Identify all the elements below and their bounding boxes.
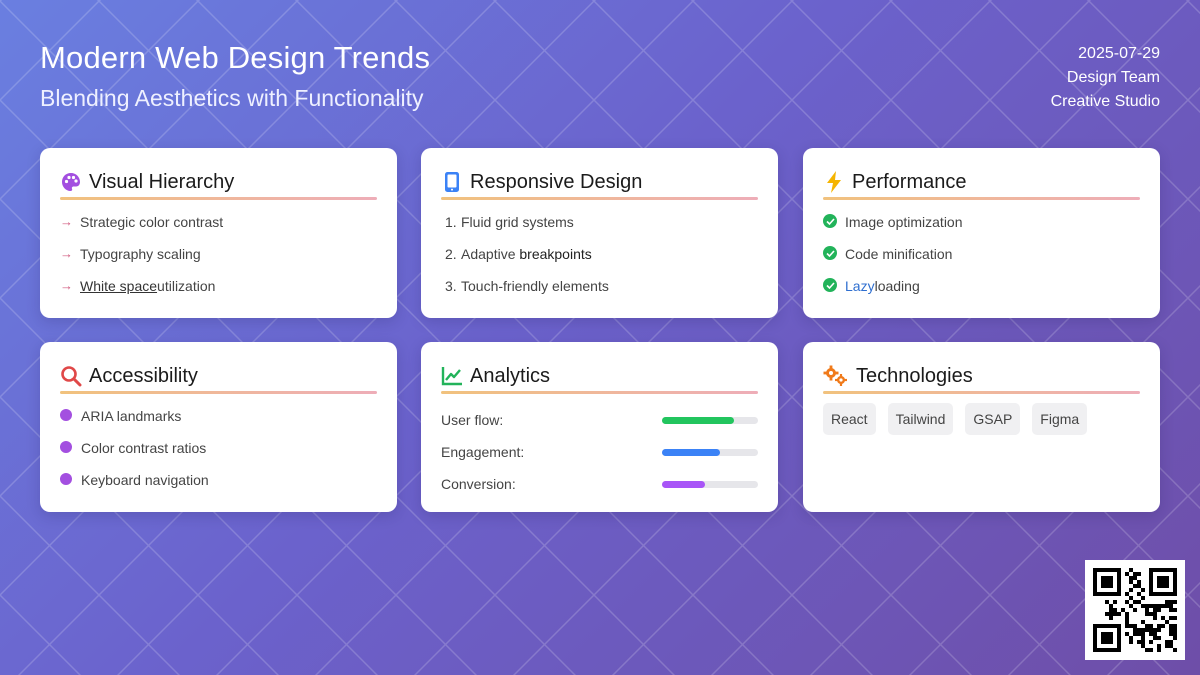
item-list: → Strategic color contrast → Typography sc… bbox=[60, 213, 377, 309]
check-circle-icon bbox=[823, 214, 837, 228]
qr-code bbox=[1085, 560, 1185, 660]
tag-tailwind: Tailwind bbox=[887, 403, 954, 435]
page-title: Modern Web Design Trends bbox=[40, 40, 431, 75]
list-item: 3. Touch-friendly elements bbox=[445, 278, 609, 294]
list-item: 2. Adaptive breakpoints bbox=[445, 246, 592, 262]
title-divider bbox=[823, 197, 1140, 200]
list-item: → White space utilization bbox=[60, 278, 216, 294]
metric-label: User flow: bbox=[441, 412, 504, 428]
metric-label: Conversion: bbox=[441, 476, 516, 492]
list-item: → Strategic color contrast bbox=[60, 214, 224, 230]
progress-bar bbox=[662, 480, 758, 488]
lazy-link[interactable]: Lazy bbox=[845, 278, 875, 294]
check-circle-icon bbox=[823, 278, 837, 292]
tag-list: React Tailwind GSAP Figma bbox=[823, 403, 1140, 435]
arrow-right-icon: → bbox=[60, 246, 73, 261]
mobile-icon bbox=[441, 171, 463, 193]
tag-react: React bbox=[823, 403, 876, 435]
lightning-icon bbox=[823, 171, 845, 193]
page-subtitle: Blending Aesthetics with Functionality bbox=[40, 85, 424, 111]
bullet-dot-icon bbox=[60, 409, 72, 421]
meta-studio: Creative Studio bbox=[1050, 93, 1160, 110]
list-item: Image optimization bbox=[823, 213, 1140, 245]
item-list: 1. Fluid grid systems 2. Adaptive breakpoi… bbox=[441, 213, 758, 309]
card-visual-hierarchy: Visual Hierarchy → Strategic color contra… bbox=[40, 148, 397, 318]
progress-fill bbox=[662, 480, 706, 488]
list-item: → Typography scaling bbox=[60, 246, 201, 262]
card-accessibility: Accessibility ARIA landmarks Color contr… bbox=[40, 342, 397, 512]
bullet-dot-icon bbox=[60, 441, 72, 453]
meta-info: 2025-07-29 Design Team Creative Studio bbox=[1051, 42, 1160, 114]
metric-list: User flow: Engagement: Conversion: bbox=[441, 407, 758, 503]
list-item: 1. Fluid grid systems bbox=[445, 214, 574, 230]
title-divider bbox=[441, 391, 758, 394]
tag-gsap: GSAP bbox=[965, 403, 1021, 435]
card-title: Visual Hierarchy bbox=[89, 170, 235, 193]
list-item: Keyboard navigation bbox=[60, 471, 377, 503]
title-divider bbox=[60, 197, 377, 200]
card-technologies: Technologies React Tailwind GSAP Figma bbox=[803, 342, 1160, 512]
list-item: Color contrast ratios bbox=[60, 439, 377, 471]
metric-row: Conversion: bbox=[441, 471, 758, 503]
item-list: Image optimization Code minification Laz… bbox=[823, 213, 1140, 309]
meta-team: Design Team bbox=[1066, 69, 1160, 86]
title-divider bbox=[823, 391, 1140, 394]
progress-bar bbox=[662, 448, 758, 456]
item-list: ARIA landmarks Color contrast ratios Key… bbox=[60, 407, 377, 503]
underlined-text: White space bbox=[80, 278, 158, 294]
header: Modern Web Design Trends Blending Aesthe… bbox=[40, 40, 430, 112]
arrow-right-icon: → bbox=[60, 214, 73, 229]
progress-fill bbox=[662, 448, 720, 456]
list-item: Code minification bbox=[823, 245, 1140, 277]
meta-date: 2025-07-29 bbox=[1078, 45, 1160, 62]
card-analytics: Analytics User flow: Engagement: Conversio… bbox=[421, 342, 778, 512]
arrow-right-icon: → bbox=[60, 278, 73, 293]
bullet-dot-icon bbox=[60, 473, 72, 485]
progress-bar bbox=[662, 416, 758, 424]
card-title: Accessibility bbox=[89, 364, 198, 387]
palette-icon bbox=[60, 171, 82, 193]
tag-figma: Figma bbox=[1032, 403, 1088, 435]
title-divider bbox=[441, 197, 758, 200]
card-performance: Performance Image optimization Code mini… bbox=[803, 148, 1160, 318]
progress-fill bbox=[662, 416, 734, 424]
card-title: Responsive Design bbox=[470, 170, 643, 193]
metric-row: Engagement: bbox=[441, 439, 758, 471]
metric-label: Engagement: bbox=[441, 444, 525, 460]
search-icon bbox=[60, 365, 82, 387]
card-responsive-design: Responsive Design 1. Fluid grid systems 2… bbox=[421, 148, 778, 318]
card-title: Analytics bbox=[470, 364, 551, 387]
card-title: Performance bbox=[852, 170, 967, 193]
check-circle-icon bbox=[823, 246, 837, 260]
list-item: ARIA landmarks bbox=[60, 407, 377, 439]
metric-row: User flow: bbox=[441, 407, 758, 439]
chart-line-icon bbox=[441, 365, 463, 387]
list-item: Lazy loading bbox=[823, 277, 1140, 309]
card-title: Technologies bbox=[856, 364, 973, 387]
title-divider bbox=[60, 391, 377, 394]
gears-icon bbox=[823, 365, 849, 387]
